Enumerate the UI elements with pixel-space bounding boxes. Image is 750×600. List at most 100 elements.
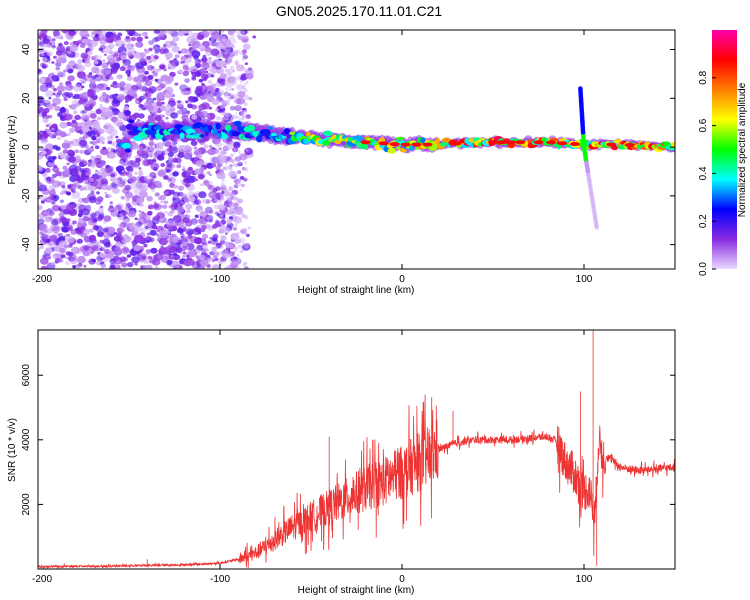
spectrogram-noise-cell — [240, 80, 243, 84]
spectrogram-noise-cell — [71, 138, 80, 147]
spectrogram-noise-cell — [244, 94, 250, 100]
spectrogram-noise-cell — [67, 183, 77, 191]
spectrogram-noise-cell — [167, 156, 173, 161]
spectrogram-noise-cell — [57, 214, 62, 218]
spectrogram-peak-cell — [422, 142, 433, 147]
spectrogram-noise-cell — [50, 262, 55, 265]
colorbar: 0.0 0.2 0.4 0.6 0.8 Normalized spectral ampl… — [698, 30, 748, 276]
spectrogram-noise-cell — [142, 265, 146, 268]
spectrogram-noise-cell — [129, 181, 139, 189]
spectrogram-noise-cell — [142, 76, 150, 82]
spectrogram-noise-cell — [237, 198, 241, 202]
spectrogram-noise-cell — [227, 30, 236, 35]
spectrogram-noise-cell — [109, 201, 114, 205]
spectrogram-noise-cell — [105, 36, 114, 44]
spectrogram-noise-cell — [66, 224, 74, 231]
spectrogram-noise-cell — [229, 93, 235, 99]
spectrogram-noise-cell — [229, 167, 233, 171]
spectrogram-noise-cell — [43, 130, 47, 135]
spectrogram-noise-cell — [69, 257, 78, 264]
spectrogram-noise-cell — [167, 176, 176, 184]
spectrogram-noise-cell — [186, 87, 191, 92]
spectrogram-noise-cell — [44, 188, 48, 191]
spectrogram-band-cell — [255, 135, 263, 143]
spectrogram-noise-cell — [173, 184, 178, 189]
spectrogram-noise-cell — [108, 128, 118, 137]
spectrogram-noise-cell — [62, 165, 68, 170]
spectrogram-noise-cell — [179, 84, 188, 92]
spectrogram-noise-cell — [220, 81, 225, 86]
spectrogram-noise-cell — [137, 221, 142, 225]
spectrogram-peak-cell — [533, 140, 544, 145]
x-tick-label: -200 — [32, 274, 52, 285]
spectrogram-noise-cell — [234, 223, 238, 227]
spectrogram-noise-cell — [241, 85, 246, 90]
spectrogram-noise-cell — [95, 108, 102, 115]
spectrogram-noise-cell — [242, 57, 246, 61]
spectrogram-noise-cell — [92, 35, 100, 42]
spectrogram-noise-cell — [99, 231, 104, 236]
spectrogram-noise-cell — [135, 157, 141, 163]
spectrogram-noise-cell — [109, 135, 114, 139]
spectrogram-noise-cell — [240, 30, 245, 35]
spectrogram-noise-cell — [88, 97, 94, 103]
spectrogram-noise-cell — [157, 154, 165, 161]
spectrogram-noise-cell — [82, 215, 89, 222]
spectrogram-noise-cell — [138, 103, 144, 108]
spectrogram-noise-cell — [95, 84, 104, 92]
spectrogram-noise-cell — [43, 116, 47, 119]
spectrogram-noise-cell — [245, 80, 249, 84]
spectrogram-noise-cell — [218, 151, 223, 156]
spectrogram-noise-cell — [182, 70, 189, 77]
spectrogram-noise-cell — [216, 196, 221, 201]
spectrogram-noise-cell — [129, 162, 134, 166]
spectrogram-noise-cell — [98, 212, 105, 218]
spectrogram-noise-cell — [48, 97, 52, 100]
spectrogram-noise-cell — [155, 146, 164, 154]
spectrogram-band-cell — [409, 145, 414, 151]
spectrogram-noise-cell — [158, 237, 168, 246]
spectrogram-noise-cell — [57, 56, 65, 64]
spectrogram-noise-cell — [148, 40, 155, 45]
spectrogram-noise-cell — [87, 43, 93, 47]
spectrogram-noise-cell — [211, 259, 215, 262]
spectrogram-noise-cell — [222, 175, 226, 179]
spectrogram-noise-cell — [229, 105, 236, 111]
spectrogram-noise-cell — [126, 254, 131, 258]
spectrogram-noise-cell — [100, 179, 105, 183]
spectrogram-noise-cell — [114, 82, 122, 88]
spectrogram-noise-cell — [117, 180, 126, 188]
spectrogram-noise-cell — [66, 204, 75, 212]
spectrogram-noise-cell — [119, 223, 124, 227]
spectrogram-band-cell — [122, 142, 131, 149]
spectrogram-noise-cell — [132, 162, 140, 169]
spectrogram-noise-cell — [110, 173, 116, 178]
spectrogram-noise-cell — [60, 204, 67, 210]
spectrogram-noise-cell — [38, 212, 47, 219]
spectrogram-noise-cell — [125, 69, 132, 75]
spectrogram-noise-cell — [211, 98, 220, 106]
spectrogram-noise-cell — [97, 186, 102, 190]
colorbar-label: Normalized spectral amplitude — [737, 82, 748, 217]
spectrogram-noise-cell — [67, 95, 72, 99]
spectrogram-noise-cell — [55, 146, 61, 151]
spectrogram-band-cell — [322, 140, 331, 146]
spectrogram-noise-cell — [194, 237, 203, 245]
spectrogram-noise-cell — [222, 184, 227, 189]
spectrogram-noise-cell — [63, 97, 68, 101]
spectrogram-noise-cell — [198, 103, 207, 111]
spectrogram-noise-cell — [104, 191, 108, 195]
spectrogram-noise-cell — [106, 226, 116, 235]
spectrogram-noise-cell — [187, 103, 193, 109]
spectrogram-noise-cell — [141, 211, 145, 214]
spectrogram-noise-cell — [60, 153, 67, 160]
spectrogram-noise-cell — [198, 231, 202, 235]
spectrogram-noise-cell — [147, 210, 153, 216]
spectrogram-noise-cell — [192, 222, 196, 225]
spectrogram-noise-cell — [78, 217, 82, 221]
spectrogram-noise-cell — [197, 173, 205, 180]
spectrogram-noise-cell — [58, 82, 64, 86]
spectrogram-noise-cell — [209, 193, 213, 196]
spectrogram-band-cell — [283, 128, 291, 135]
spectrogram-noise-cell — [225, 192, 230, 196]
